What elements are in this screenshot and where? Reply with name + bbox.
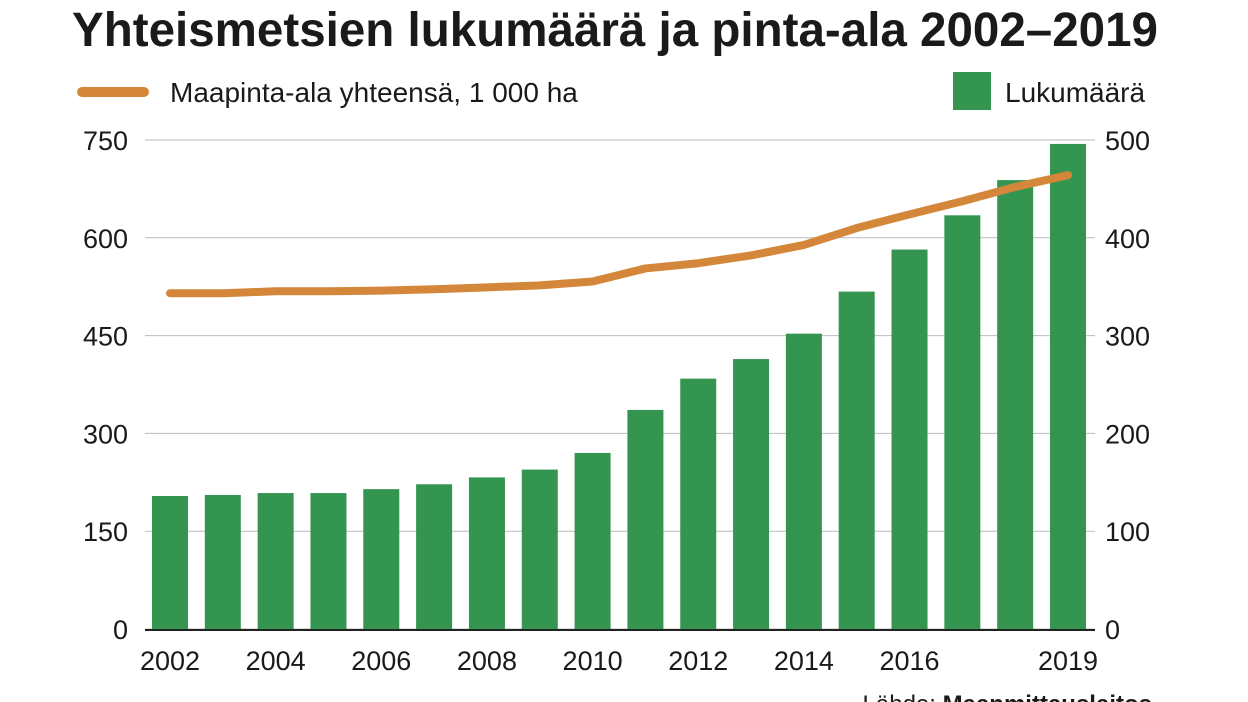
legend-label: Maapinta-ala yhteensä, 1 000 ha xyxy=(170,77,578,108)
source-name: Maanmittauslaitos xyxy=(943,691,1152,702)
source-prefix: Lähde: xyxy=(863,691,936,702)
y-tick-label: 300 xyxy=(83,419,128,449)
legend-swatch xyxy=(953,72,991,110)
bar xyxy=(310,493,347,629)
y-tick-label: 0 xyxy=(113,615,128,645)
x-tick-label: 2006 xyxy=(351,646,411,676)
bar xyxy=(944,215,981,629)
bar xyxy=(733,359,770,629)
bar xyxy=(680,378,717,629)
bar xyxy=(1050,143,1086,630)
bar xyxy=(627,409,664,629)
y-tick-label: 600 xyxy=(83,224,128,254)
x-tick-label: 2019 xyxy=(1038,646,1098,676)
x-tick-label: 2012 xyxy=(668,646,728,676)
bar xyxy=(997,180,1034,629)
bar xyxy=(204,495,241,629)
y2-tick-label: 200 xyxy=(1105,419,1150,449)
bar xyxy=(574,452,611,629)
line xyxy=(166,171,1072,298)
x-tick-label: 2004 xyxy=(246,646,306,676)
y-tick-label: 150 xyxy=(83,517,128,547)
bar xyxy=(468,477,505,629)
y2-tick-label: 0 xyxy=(1105,615,1120,645)
bar xyxy=(152,495,188,629)
y2-tick-label: 100 xyxy=(1105,517,1150,547)
x-tick-label: 2002 xyxy=(140,646,200,676)
y2-tick-label: 500 xyxy=(1105,126,1150,156)
bar xyxy=(785,333,822,629)
bar xyxy=(838,291,875,629)
y2-tick-label: 400 xyxy=(1105,224,1150,254)
bar xyxy=(891,249,928,629)
y-tick-label: 450 xyxy=(83,322,128,352)
bar xyxy=(257,493,294,629)
y2-tick-label: 300 xyxy=(1105,322,1150,352)
legend-label: Lukumäärä xyxy=(1005,77,1146,108)
bar xyxy=(363,489,400,629)
x-tick-label: 2010 xyxy=(563,646,623,676)
y-tick-label: 750 xyxy=(83,126,128,156)
x-tick-label: 2016 xyxy=(879,646,939,676)
bar xyxy=(521,469,558,629)
x-tick-label: 2008 xyxy=(457,646,517,676)
x-tick-label: 2014 xyxy=(774,646,834,676)
bar xyxy=(416,484,453,629)
chart-title: Yhteismetsien lukumäärä ja pinta-ala 200… xyxy=(72,4,1158,57)
source: Lähde: Maanmittauslaitos xyxy=(863,691,1152,702)
